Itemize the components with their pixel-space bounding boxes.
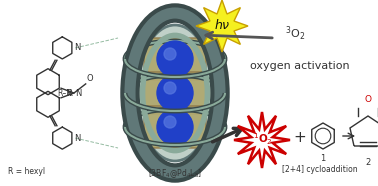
Text: 2: 2	[366, 158, 370, 167]
Polygon shape	[234, 112, 290, 168]
Text: O: O	[87, 74, 93, 83]
Text: +: +	[294, 131, 307, 145]
Circle shape	[157, 75, 193, 111]
Circle shape	[157, 109, 193, 145]
Circle shape	[164, 82, 176, 94]
Text: R = hexyl: R = hexyl	[8, 167, 45, 176]
Text: $^1$O$_2$: $^1$O$_2$	[253, 131, 273, 147]
Text: N: N	[75, 89, 81, 97]
Text: [3BF$_4$@Pd$_4$L$_8$]: [3BF$_4$@Pd$_4$L$_8$]	[148, 167, 202, 180]
FancyBboxPatch shape	[144, 38, 206, 80]
Text: 1: 1	[321, 154, 325, 163]
FancyBboxPatch shape	[144, 106, 206, 148]
Polygon shape	[196, 0, 248, 52]
Circle shape	[164, 116, 176, 128]
FancyBboxPatch shape	[144, 72, 206, 114]
Text: R–N: R–N	[57, 89, 72, 97]
Text: $h\nu$: $h\nu$	[214, 18, 230, 32]
Circle shape	[157, 41, 193, 77]
Ellipse shape	[125, 41, 225, 77]
Text: N: N	[74, 43, 81, 52]
Circle shape	[164, 48, 176, 60]
Ellipse shape	[125, 75, 225, 111]
Text: R: R	[66, 89, 72, 97]
Text: oxygen activation: oxygen activation	[250, 61, 350, 71]
Text: [2+4] cycloaddition: [2+4] cycloaddition	[282, 165, 358, 174]
Text: O: O	[364, 95, 372, 104]
Text: N: N	[74, 134, 81, 143]
Text: $^3$O$_2$: $^3$O$_2$	[285, 25, 305, 43]
Ellipse shape	[125, 109, 225, 145]
Ellipse shape	[137, 25, 213, 161]
